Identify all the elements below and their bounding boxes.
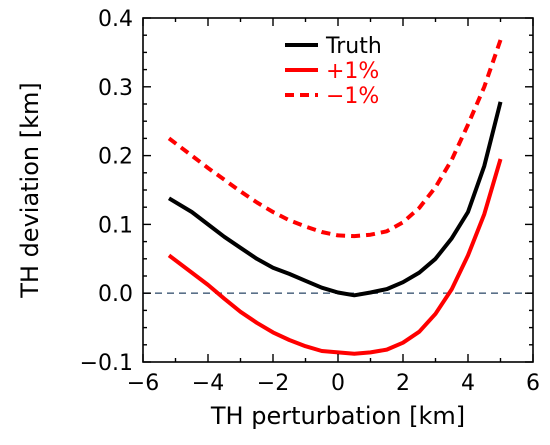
y-tick-label: 0.4 [98, 7, 133, 32]
series-line-1 [167, 158, 503, 356]
x-tick-label: −6 [127, 371, 159, 396]
series-layer [167, 39, 503, 356]
series-line-0 [167, 101, 503, 298]
y-axis-label: TH deviation [km] [16, 82, 44, 299]
x-tick-label: 4 [461, 371, 475, 396]
legend: Truth+1%−1% [285, 34, 382, 109]
x-tick-label: −2 [257, 371, 289, 396]
x-axis-label: TH perturbation [km] [210, 402, 465, 430]
legend-label: −1% [326, 84, 379, 109]
x-tick-label: −4 [192, 371, 224, 396]
x-tick-label: 6 [526, 371, 540, 396]
series-line-2 [167, 39, 503, 239]
y-tick-label: 0.2 [98, 145, 133, 170]
y-tick-label: 0.0 [98, 282, 133, 307]
legend-label: +1% [326, 59, 379, 84]
y-tick-label: −0.1 [80, 351, 133, 376]
axes-layer: −6 −4 −2 0 2 4 6 −0.1 0.0 0.1 0.2 0.3 0.4 TH perturba… [16, 7, 540, 430]
x-tick-label: 0 [331, 371, 345, 396]
y-tick-label: 0.3 [98, 76, 133, 101]
y-tick-label: 0.1 [98, 213, 133, 238]
legend-label: Truth [325, 34, 382, 59]
x-tick-label: 2 [396, 371, 410, 396]
